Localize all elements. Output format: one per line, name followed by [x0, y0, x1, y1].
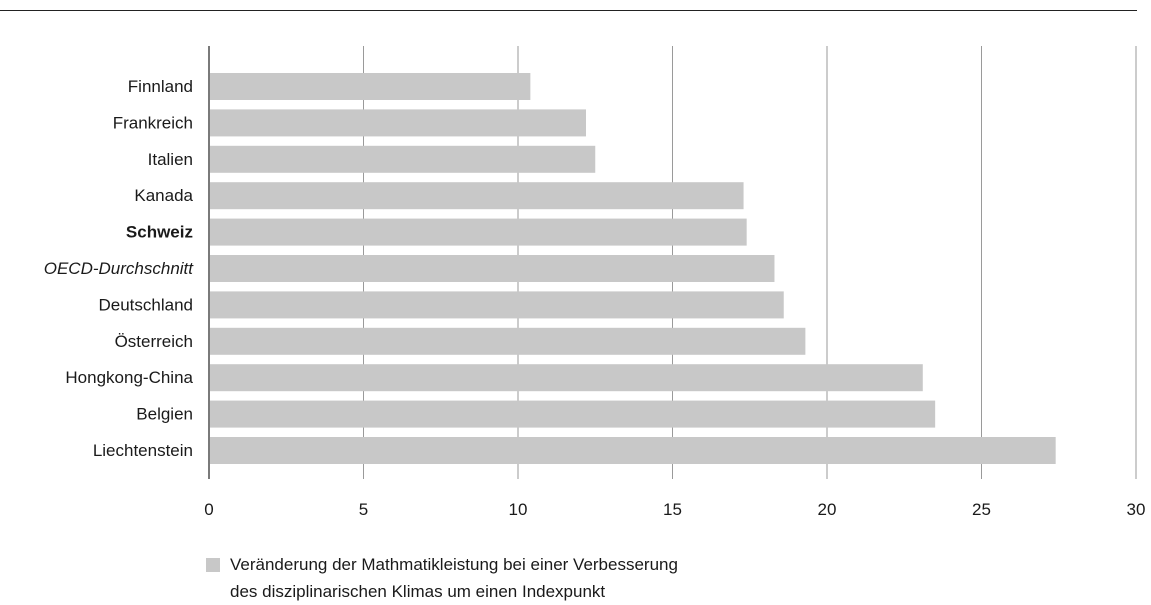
x-tick-label: 5	[359, 500, 368, 519]
x-tick-label: 20	[818, 500, 837, 519]
x-tick-label: 15	[663, 500, 682, 519]
bar	[210, 291, 784, 319]
category-label: Frankreich	[113, 113, 193, 132]
x-tick-label: 0	[204, 500, 213, 519]
legend-label-line-1: Veränderung der Mathmatikleistung bei ei…	[230, 555, 678, 574]
bar	[210, 218, 747, 246]
category-label: Finnland	[128, 77, 193, 96]
bar	[210, 364, 923, 392]
category-label: Schweiz	[126, 223, 193, 242]
bar	[210, 145, 596, 173]
bar	[210, 400, 936, 428]
bar	[210, 109, 586, 137]
category-label: Kanada	[134, 186, 193, 205]
x-tick-label: 25	[972, 500, 991, 519]
x-tick-label: 10	[509, 500, 528, 519]
top-rule	[0, 10, 1137, 11]
category-label: OECD-Durchschnitt	[44, 259, 195, 278]
category-label: Belgien	[136, 405, 193, 424]
legend-swatch	[206, 558, 220, 572]
bar	[210, 437, 1056, 464]
bar	[210, 73, 531, 100]
category-label: Österreich	[115, 332, 193, 351]
category-label: Deutschland	[98, 295, 193, 314]
category-label: Liechtenstein	[93, 441, 193, 460]
bar	[210, 327, 806, 355]
category-label: Italien	[148, 150, 193, 169]
bar	[210, 255, 775, 282]
legend-label: Veränderung der Mathmatikleistung bei ei…	[230, 551, 678, 605]
x-tick-label: 30	[1127, 500, 1146, 519]
bar	[210, 182, 744, 210]
category-label: Hongkong-China	[65, 368, 193, 387]
legend-label-line-2: des disziplinarischen Klimas um einen In…	[230, 582, 606, 601]
